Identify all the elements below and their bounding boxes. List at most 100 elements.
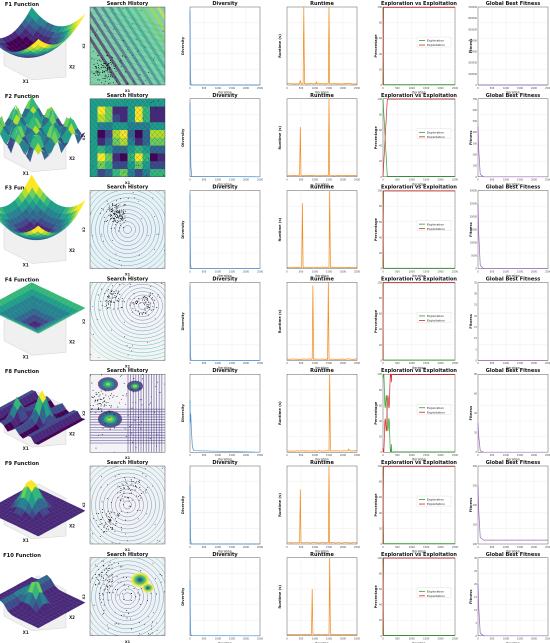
best-xtick: 500 <box>490 362 495 365</box>
search-point <box>112 297 114 299</box>
best-ytick: 100 <box>473 543 478 546</box>
search-point <box>127 198 129 200</box>
search-heat-cell <box>90 106 98 115</box>
best-ytick: 15 <box>474 326 477 329</box>
search-point <box>145 302 147 304</box>
search-point <box>104 400 106 402</box>
search-point <box>94 564 96 566</box>
exp-xlabel: Iteration <box>412 550 426 554</box>
search-point <box>150 402 152 404</box>
diversity-xlabel: Iteration <box>218 458 232 462</box>
search-heat-cell <box>105 98 113 108</box>
search-point <box>107 624 109 626</box>
search-point <box>110 209 112 210</box>
best-xtick: 0 <box>477 362 479 365</box>
exp-xtick: 0 <box>382 270 384 273</box>
search-point <box>103 66 105 68</box>
search-point <box>107 64 108 66</box>
search-point <box>110 301 112 303</box>
search-point <box>127 49 129 50</box>
diversity-xtick: 0 <box>189 362 191 365</box>
search-heat-cell <box>150 130 158 139</box>
exp-title: Exploration vs Exploitation <box>381 93 457 99</box>
search-point <box>121 375 123 376</box>
legend-exploration-label: Exploration <box>427 498 444 502</box>
runtime-xlabel: Iteration <box>315 641 329 643</box>
search-point <box>140 10 142 11</box>
exp-xtick: 1000 <box>409 546 416 549</box>
search-point <box>103 83 105 85</box>
search-point <box>130 492 132 494</box>
search-point <box>127 106 128 108</box>
search-point <box>106 304 108 306</box>
runtime-xtick: 1500 <box>326 179 333 182</box>
search-ylabel: X2 <box>82 226 86 232</box>
diversity-frame <box>189 98 261 178</box>
surface-patch <box>0 413 3 420</box>
search-point <box>157 294 159 296</box>
diversity-xtick: 1000 <box>215 87 222 90</box>
search-title: Search History <box>107 93 149 99</box>
search-point <box>105 574 107 575</box>
exp-ytick: 60 <box>379 404 383 407</box>
search-point <box>103 397 104 399</box>
surface-patch <box>22 140 30 154</box>
exp-xtick: 0 <box>382 362 384 365</box>
exp-xtick: 1500 <box>423 179 430 182</box>
diversity-xtick: 2500 <box>257 454 264 457</box>
search-point <box>115 212 117 214</box>
search-ylabel: X2 <box>82 43 86 49</box>
search-heat-cell <box>105 145 113 154</box>
search-point <box>101 501 103 503</box>
search-point <box>123 382 125 384</box>
search-point <box>130 302 132 304</box>
search-point <box>108 599 110 601</box>
search-heat-cell <box>127 161 136 170</box>
search-point <box>136 300 137 302</box>
surface-patch <box>29 137 38 149</box>
search-contour <box>129 137 165 177</box>
search-point <box>100 486 102 488</box>
runtime-xtick: 1000 <box>312 270 319 273</box>
diversity-xtick: 0 <box>189 638 191 641</box>
search-point <box>152 197 154 199</box>
legend-box <box>416 312 452 323</box>
best-fitness-line <box>477 583 548 637</box>
search-point <box>120 225 122 226</box>
runtime-line <box>286 557 358 636</box>
search-point <box>111 585 113 587</box>
search-point <box>131 345 133 347</box>
search-heat-cell <box>157 130 165 139</box>
search-point <box>109 301 111 303</box>
search-point <box>149 633 151 635</box>
legend-exploitation-label: Exploitation <box>427 43 445 47</box>
search-point <box>99 575 101 577</box>
best-xtick: 1000 <box>503 638 510 641</box>
search-point <box>123 204 125 206</box>
best-frame <box>477 557 549 636</box>
diversity-xtick: 1500 <box>229 454 236 457</box>
search-point <box>112 213 114 215</box>
exp-xlabel: Iteration <box>412 641 426 643</box>
search-point <box>171 440 172 441</box>
search-point <box>121 217 123 219</box>
best-frame <box>477 98 549 178</box>
diversity-ylabel: Diversity <box>181 403 185 422</box>
search-title: Search History <box>107 276 149 282</box>
runtime-frame <box>286 282 358 361</box>
search-point <box>156 109 157 111</box>
search-point <box>111 290 113 292</box>
search-point <box>105 51 107 53</box>
search-point <box>90 411 92 413</box>
search-point <box>99 582 101 584</box>
search-point <box>103 71 105 73</box>
exploration-line <box>382 98 455 177</box>
exp-ytick: 20 <box>379 344 383 347</box>
search-point <box>110 585 112 587</box>
search-point <box>118 515 120 517</box>
search-point <box>133 297 135 299</box>
search-point <box>107 306 109 308</box>
exploitation-line <box>382 190 455 269</box>
runtime-ylabel: Runtime (s) <box>278 309 282 333</box>
search-point <box>116 217 117 219</box>
